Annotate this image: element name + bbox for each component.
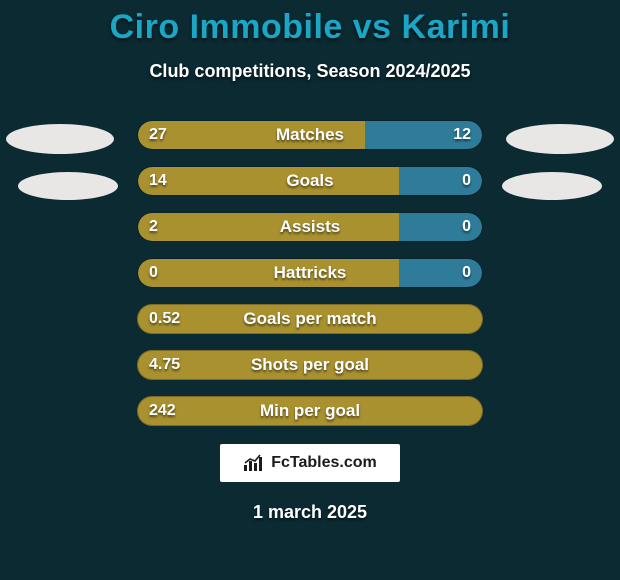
- player-left-logo: [6, 124, 114, 154]
- stat-row: 4.75Shots per goal: [137, 350, 483, 380]
- chart-icon: [243, 454, 265, 472]
- stat-label: Shots per goal: [137, 350, 483, 380]
- source-badge: FcTables.com: [220, 444, 400, 482]
- stat-row: 0.52Goals per match: [137, 304, 483, 334]
- stat-label: Min per goal: [137, 396, 483, 426]
- stat-label: Hattricks: [137, 258, 483, 288]
- stat-label: Assists: [137, 212, 483, 242]
- stat-row: 2712Matches: [137, 120, 483, 150]
- player-right-flag: [502, 172, 602, 200]
- stat-label: Goals per match: [137, 304, 483, 334]
- date-label: 1 march 2025: [0, 502, 620, 523]
- player-right-logo: [506, 124, 614, 154]
- page-subtitle: Club competitions, Season 2024/2025: [0, 61, 620, 82]
- player-left-flag: [18, 172, 118, 200]
- stat-rows: 2712Matches 140Goals 20Assists 00Hattricks 0…: [0, 120, 620, 426]
- stat-label: Matches: [137, 120, 483, 150]
- stat-label: Goals: [137, 166, 483, 196]
- stat-row: 20Assists: [137, 212, 483, 242]
- stat-row: 242Min per goal: [137, 396, 483, 426]
- stat-row: 140Goals: [137, 166, 483, 196]
- source-badge-text: FcTables.com: [271, 454, 377, 472]
- stat-row: 00Hattricks: [137, 258, 483, 288]
- page-title: Ciro Immobile vs Karimi: [0, 0, 620, 47]
